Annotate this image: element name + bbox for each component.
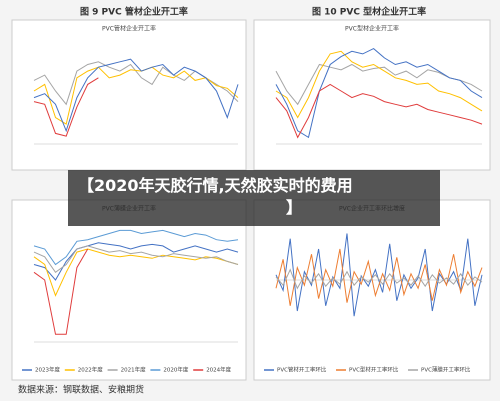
- chart-frame: [253, 199, 491, 381]
- legend-label: 2022年度: [78, 366, 103, 374]
- legend-label: 2021年度: [121, 366, 146, 374]
- series-line: [33, 248, 89, 335]
- overlay-banner: 【2020年天胶行情,天然胶实时的费用 】: [68, 170, 440, 226]
- chart-frame: [253, 19, 491, 171]
- series-line: [275, 48, 483, 139]
- banner-line: 】: [285, 198, 302, 217]
- series-line: [33, 77, 99, 137]
- chart-title: PVC管材企业开工率: [102, 25, 156, 33]
- series-line: [275, 248, 483, 306]
- series-line: [33, 229, 239, 266]
- legend-label: 2024年度: [206, 366, 231, 374]
- figure-caption: 图 10 PVC 型材企业开工率: [312, 6, 426, 18]
- legend-label: PVC型材开工率环比: [349, 366, 399, 374]
- series-line: [33, 242, 239, 281]
- legend-label: PVC薄膜开工率环比: [421, 366, 471, 374]
- series-line: [275, 268, 483, 290]
- figure-caption: 图 9 PVC 管材企业开工率: [80, 6, 188, 18]
- chart-frame: [11, 19, 247, 171]
- series-line: [275, 50, 483, 119]
- chart-title: PVC型材企业开工率: [345, 25, 399, 33]
- banner-line: 【2020年天胶行情,天然胶实时的费用: [78, 176, 353, 195]
- legend-label: 2020年度: [163, 366, 188, 374]
- series-line: [275, 83, 483, 139]
- series-line: [33, 245, 239, 274]
- series-line: [33, 248, 239, 297]
- legend-label: PVC管材开工率环比: [277, 366, 327, 374]
- series-line: [33, 58, 239, 133]
- legend-label: 2023年度: [35, 366, 60, 374]
- series-line: [33, 66, 239, 125]
- source-note: 数据来源：钢联数据、安粮期货: [18, 384, 144, 396]
